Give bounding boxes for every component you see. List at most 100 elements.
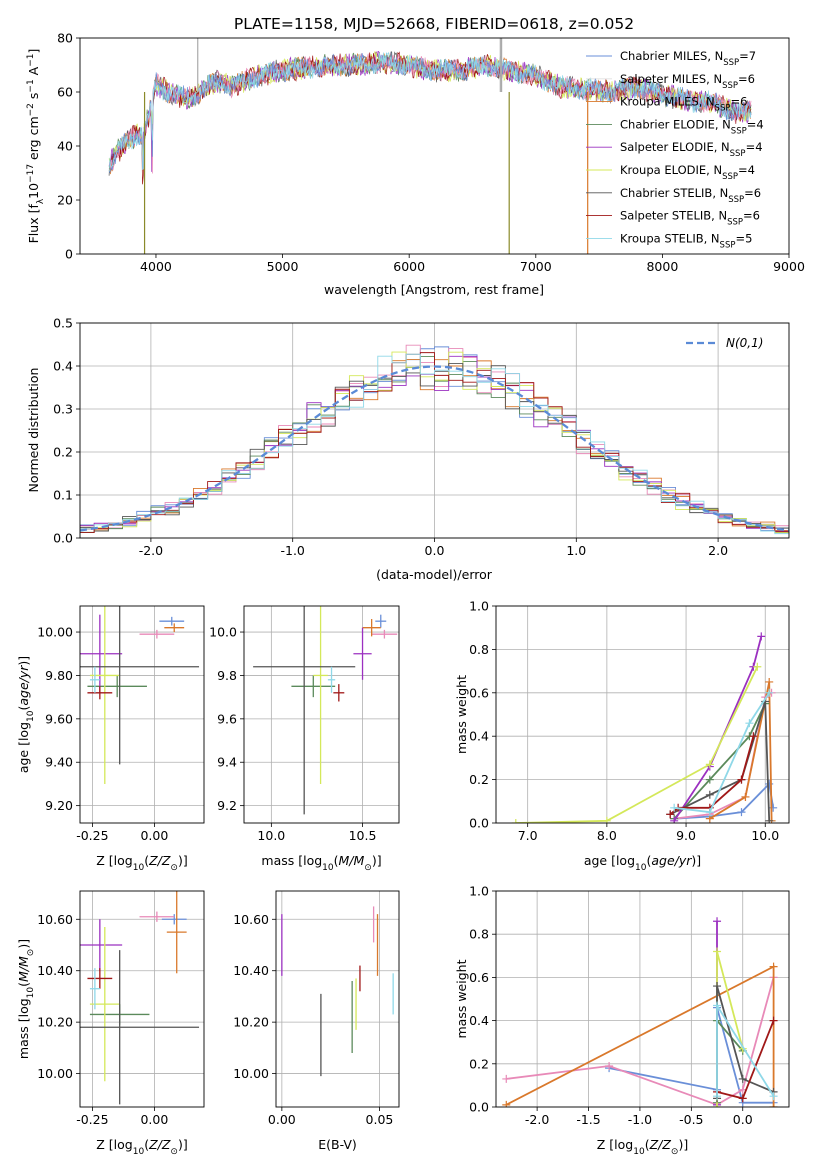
y-tick-label: 0.8 [469, 927, 489, 942]
weight-marker [705, 790, 714, 799]
x-tick-label: 4000 [140, 259, 172, 274]
legend-entry: Kroupa MILES, NSSP=6 [620, 95, 747, 114]
weight-marker [713, 1103, 722, 1107]
errorbar-point [161, 914, 187, 925]
x-axis-label: mass [log10(M/M⊙)] [261, 853, 381, 873]
legend: Chabrier MILES, NSSP=7 Salpeter MILES, NS… [586, 49, 764, 250]
y-tick-label: 0.4 [53, 359, 73, 374]
plot-area [80, 606, 200, 784]
errorbar-point [333, 684, 345, 702]
weight-series [502, 962, 778, 1107]
x-axis-label: Z [log10(Z/Z⊙)] [96, 1137, 187, 1157]
y-tick-label: 20 [57, 193, 73, 208]
x-tick-label: -0.5 [679, 1112, 703, 1127]
y-tick-label: 40 [57, 139, 73, 154]
weight-marker [502, 1074, 511, 1083]
y-tick-label: 0.6 [469, 970, 489, 985]
weight-marker [602, 816, 611, 823]
weight-marker [765, 677, 774, 686]
histogram-series [80, 352, 789, 538]
weight-marker [713, 1001, 722, 1010]
y-tick-label: 9.60 [45, 711, 73, 726]
x-tick-label: 7000 [520, 259, 552, 274]
legend-entry: Chabrier MILES, NSSP=7 [620, 49, 756, 68]
x-tick-label: -2.0 [525, 1112, 549, 1127]
weight-marker [753, 662, 762, 671]
errorbar-point [89, 666, 100, 693]
weight-marker [502, 1100, 511, 1107]
y-tick-label: 0.6 [469, 685, 489, 700]
errorbar-point [375, 614, 387, 628]
errorbar-point [80, 606, 200, 765]
y-axis-label: mass weight [454, 959, 469, 1038]
legend: N(0,1) [686, 336, 763, 350]
legend-entry: Chabrier ELODIE, NSSP=4 [620, 117, 764, 136]
legend-entry: Salpeter MILES, NSSP=6 [620, 72, 755, 91]
y-tick-label: 10.00 [37, 1066, 73, 1081]
weight-marker [713, 982, 722, 991]
weight-marker [705, 775, 714, 784]
x-tick-label: -1.5 [576, 1112, 600, 1127]
axes-frame [79, 605, 205, 824]
plot-area [511, 632, 778, 823]
x-axis-label: Z [log10(Z/Z⊙)] [96, 853, 187, 873]
panel-2: -2.0 -1.0 0.0 1.0 2.0 0.0 0.1 0.2 0.3 0.4 0.5 (data… [26, 316, 790, 582]
y-tick-label: 10.40 [37, 963, 73, 978]
errorbar-point [139, 629, 175, 639]
x-tick-label: -1.0 [628, 1112, 652, 1127]
plot-area [108, 38, 752, 254]
y-tick-label: 0.4 [469, 729, 489, 744]
weight-marker [765, 688, 774, 697]
plot-area [80, 344, 789, 538]
y-tick-label: 9.40 [45, 755, 73, 770]
errorbar-point [371, 629, 398, 639]
legend-entry: N(0,1) [726, 336, 763, 350]
y-axis-label: mass [log10(M/M⊙)] [16, 939, 36, 1059]
weight-marker [713, 1092, 722, 1101]
errorbar-point [139, 911, 175, 922]
weight-marker [769, 1103, 778, 1107]
weight-line [669, 735, 755, 815]
weight-marker [713, 917, 722, 926]
normal-curve [80, 365, 789, 532]
axes-frame [243, 605, 400, 824]
y-tick-label: 0.2 [469, 772, 489, 787]
x-tick-label: 9000 [773, 259, 805, 274]
y-tick-label: 0.5 [53, 316, 73, 331]
y-tick-label: 10.60 [37, 912, 73, 927]
x-tick-label: 7.0 [518, 828, 538, 843]
x-tick-label: 10.5 [349, 828, 377, 843]
weight-series [670, 688, 774, 817]
y-tick-label: 9.6 [217, 711, 237, 726]
weight-line [515, 666, 759, 823]
y-tick-label: 10.20 [37, 1015, 73, 1030]
errorbar-point [80, 919, 123, 971]
errorbar-point [80, 614, 123, 693]
figure-title: PLATE=1158, MJD=52668, FIBERID=0618, z=0… [234, 15, 634, 33]
axes-frame [79, 322, 790, 539]
x-tick-label: 0.00 [140, 828, 168, 843]
y-tick-label: 10.20 [233, 1015, 269, 1030]
weight-marker [741, 792, 750, 801]
x-axis-label: age [log10(age/yr)] [584, 853, 701, 873]
y-tick-label: 0.0 [469, 816, 489, 831]
weight-marker [765, 816, 774, 823]
errorbar-point [327, 666, 336, 693]
x-axis-label: (data-model)/error [376, 567, 493, 582]
y-tick-label: 0 [65, 247, 73, 262]
spectrum-line [108, 52, 752, 174]
errorbar-point [87, 675, 147, 698]
legend-entry: Salpeter ELODIE, NSSP=4 [620, 140, 763, 159]
y-axis-label: mass weight [454, 675, 469, 754]
x-tick-label: -1.0 [281, 543, 305, 558]
x-tick-label: 10.0 [751, 828, 779, 843]
axes-frame [495, 890, 790, 1108]
weight-marker [666, 810, 675, 819]
y-tick-label: 1.0 [469, 599, 489, 614]
y-tick-label: 10.00 [37, 625, 73, 640]
weight-marker [737, 808, 746, 817]
errorbar-point [353, 627, 372, 680]
weight-line [674, 692, 770, 814]
y-tick-label: 60 [57, 85, 73, 100]
x-tick-label: 9.0 [676, 828, 696, 843]
